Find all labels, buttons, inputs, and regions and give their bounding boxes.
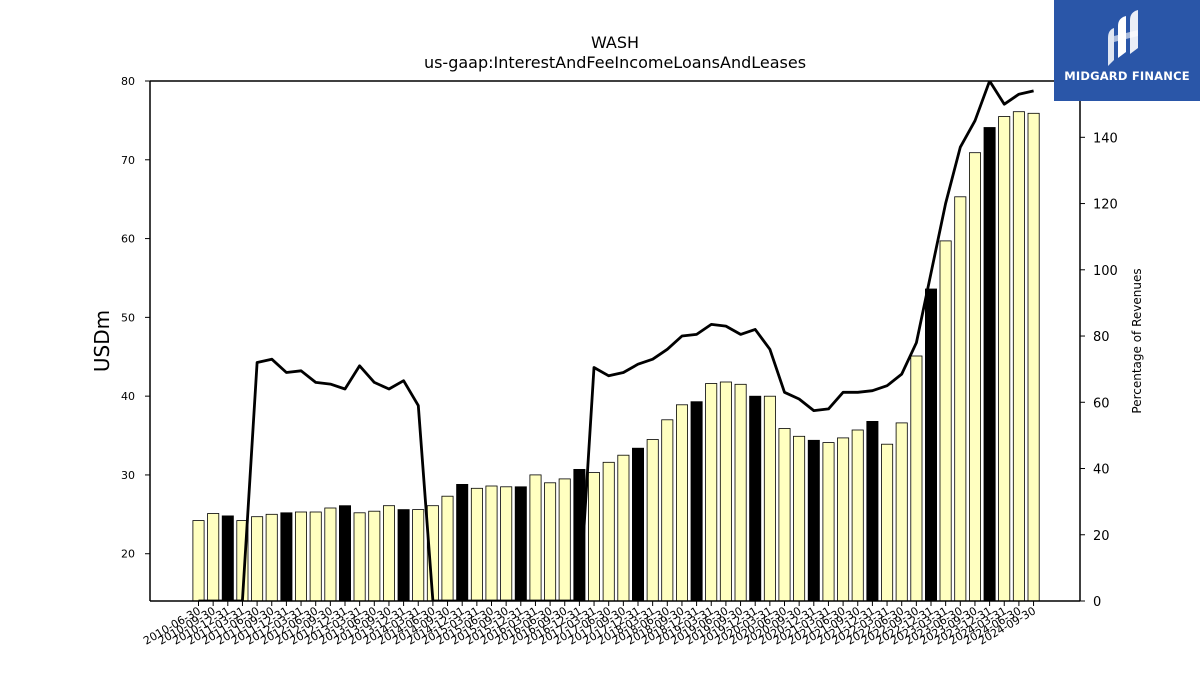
bar (851, 429, 864, 602)
y-tick-label: 20 (121, 548, 135, 561)
y2-tick-label: 100 (1093, 264, 1118, 279)
y2-tick-label: 60 (1093, 396, 1110, 411)
bar (324, 507, 337, 602)
y2-tick-label: 0 (1093, 595, 1101, 610)
bar (763, 395, 776, 602)
bar (719, 381, 732, 602)
bar (969, 152, 982, 602)
bar (280, 512, 293, 602)
bar (866, 420, 879, 602)
bar-series (192, 111, 1040, 602)
bar (998, 116, 1011, 602)
bar (514, 486, 527, 602)
bar (837, 437, 850, 602)
bar (207, 513, 220, 602)
bar (646, 439, 659, 602)
midgard-logo-icon (1108, 10, 1138, 66)
bar (192, 520, 205, 602)
bar (470, 487, 483, 602)
bar (705, 383, 718, 602)
bar (456, 483, 469, 602)
bar (954, 196, 967, 602)
percentage-line (198, 81, 1034, 601)
bar (485, 485, 498, 602)
midgard-logo: MIDGARD FINANCE (1054, 0, 1200, 101)
bar (881, 443, 894, 602)
bar (617, 454, 630, 602)
bar (251, 516, 264, 602)
x-axis-ticks: 2010-06-302010-09-302010-12-312011-03-31… (141, 601, 1038, 648)
y-tick-label: 50 (121, 311, 135, 324)
bar (793, 435, 806, 602)
bar (221, 515, 234, 602)
y-axis-label: USDm (90, 310, 114, 372)
y-axis-ticks: 20 30 40 50 60 70 80 (121, 75, 150, 561)
bar (294, 511, 307, 602)
bar (382, 505, 395, 602)
y-tick-label: 70 (121, 154, 135, 167)
y2-tick-label: 120 (1093, 198, 1118, 213)
bar (602, 461, 615, 602)
bar (734, 383, 747, 602)
chart-title: WASH (591, 33, 639, 52)
bar (690, 401, 703, 602)
bar (397, 509, 410, 602)
bar (939, 240, 952, 602)
y2-axis-label: Percentage of Revenues (1130, 268, 1144, 413)
bar (749, 395, 762, 602)
bar (1027, 112, 1040, 602)
bar (588, 472, 601, 602)
bar (807, 439, 820, 602)
bar (661, 419, 674, 602)
bar (265, 513, 278, 602)
y2-tick-label: 80 (1093, 330, 1110, 345)
bar (353, 512, 366, 602)
bar (895, 422, 908, 602)
bar (983, 127, 996, 602)
bar (910, 355, 923, 602)
bar (368, 510, 381, 602)
line-series (198, 81, 1034, 601)
chart-subtitle: us-gaap:InterestAndFeeIncomeLoansAndLeas… (424, 53, 806, 72)
bar (778, 428, 791, 602)
bar (1012, 111, 1025, 602)
logo-text: MIDGARD FINANCE (1064, 69, 1190, 83)
bar (412, 509, 425, 602)
y2-tick-label: 20 (1093, 529, 1110, 544)
bar (309, 511, 322, 602)
bar (529, 474, 542, 602)
bar (822, 442, 835, 602)
bar (441, 495, 454, 602)
bar (925, 288, 938, 602)
bar (544, 482, 557, 602)
y2-tick-label: 40 (1093, 463, 1110, 478)
bar (676, 404, 689, 602)
y-tick-label: 60 (121, 233, 135, 246)
y-tick-label: 80 (121, 75, 135, 88)
bar (632, 447, 645, 602)
axes (149, 80, 1081, 602)
y2-tick-label: 140 (1093, 131, 1118, 146)
bar (500, 486, 513, 602)
y-tick-label: 30 (121, 469, 135, 482)
bar (338, 505, 351, 602)
bar (558, 478, 571, 602)
y2-axis-ticks: 0 20 40 60 80 100 120 140 (1080, 131, 1118, 610)
y-tick-label: 40 (121, 390, 135, 403)
